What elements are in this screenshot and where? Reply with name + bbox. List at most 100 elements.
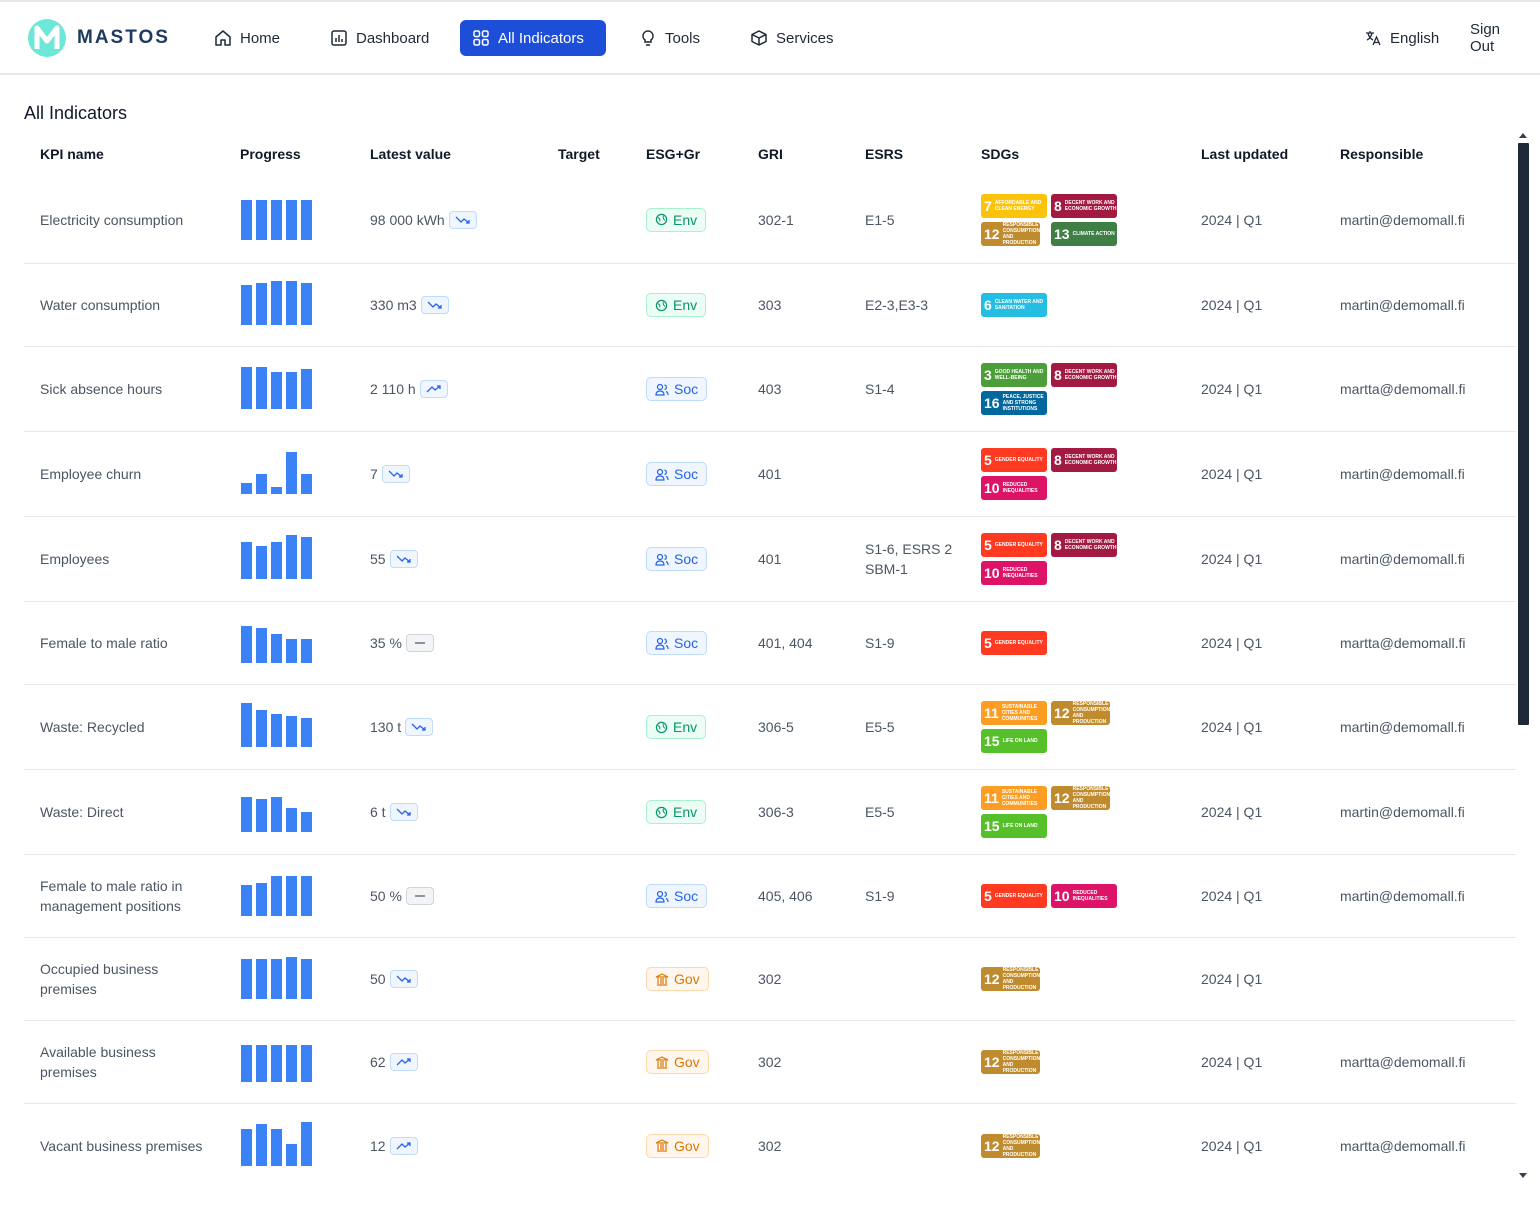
- progress-cell: [241, 264, 312, 346]
- sdg-title: RESPONSIBLE CONSUMPTION AND PRODUCTION: [1002, 1050, 1040, 1074]
- sdg-8-badge: 8 DECENT WORK AND ECONOMIC GROWTH: [1051, 533, 1117, 557]
- sdg-number: 8: [1054, 197, 1062, 214]
- sdg-number: 5: [984, 635, 992, 651]
- trend-badge: [405, 887, 434, 905]
- sdg-number: 11: [984, 790, 999, 806]
- sdg-title: DECENT WORK AND ECONOMIC GROWTH: [1064, 539, 1117, 551]
- kpi-name[interactable]: Available business premises: [40, 1044, 156, 1080]
- trend-badge: [448, 210, 477, 229]
- table-row[interactable]: Female to male ratio 35 % Soc 401, 404 S1-9 5…: [24, 602, 1516, 685]
- nav-tools[interactable]: Tools: [627, 20, 712, 56]
- sdg-number: 10: [984, 565, 1000, 581]
- kpi-name[interactable]: Electricity consumption: [40, 211, 184, 228]
- responsible-email[interactable]: martin@demomall.fi: [1340, 804, 1465, 820]
- progress-bar: [241, 885, 252, 916]
- responsible-email[interactable]: martin@demomall.fi: [1340, 888, 1465, 904]
- language-selector[interactable]: English: [1352, 20, 1451, 56]
- kpi-name[interactable]: Occupied business premises: [40, 961, 159, 997]
- nav-all-indicators[interactable]: All Indicators: [460, 20, 606, 56]
- top-navbar: MASTOS Home Dashboard All Indicators Too…: [0, 2, 1540, 75]
- progress-bar: [256, 283, 267, 325]
- responsible-email[interactable]: martta@demomall.fi: [1340, 381, 1466, 397]
- sdg-number: 5: [984, 452, 992, 468]
- table-row[interactable]: Sick absence hours 2 110 h Soc 403 S1-4 3 GOOD…: [24, 347, 1516, 432]
- scroll-up-icon[interactable]: [1519, 133, 1527, 138]
- progress-bar: [271, 542, 282, 579]
- progress-bar: [286, 452, 297, 494]
- responsible-email[interactable]: martta@demomall.fi: [1340, 1137, 1466, 1154]
- kpi-name[interactable]: Waste: Direct: [40, 804, 124, 820]
- header-latest-value[interactable]: Latest value: [370, 146, 451, 162]
- progress-sparkbars: [241, 281, 312, 325]
- trend-down-icon: [411, 723, 426, 731]
- responsible-email[interactable]: martta@demomall.fi: [1340, 1054, 1466, 1070]
- sdg-3-badge: 3 GOOD HEALTH AND WELL-BEING: [981, 363, 1047, 387]
- logo-icon: [28, 19, 66, 57]
- sign-out-button[interactable]: Sign Out: [1458, 20, 1540, 56]
- kpi-name[interactable]: Waste: Recycled: [40, 719, 145, 735]
- header-responsible[interactable]: Responsible: [1340, 146, 1424, 162]
- progress-bar: [256, 1045, 267, 1082]
- scrollbar-thumb[interactable]: [1518, 143, 1529, 725]
- kpi-name[interactable]: Female to male ratio in management posit…: [40, 878, 183, 914]
- sdg-number: 5: [984, 888, 992, 904]
- progress-bar: [271, 487, 282, 494]
- sdg-title: RESPONSIBLE CONSUMPTION AND PRODUCTION: [1072, 701, 1110, 725]
- table-row[interactable]: Water consumption 330 m3 Env 303 E2-3,E3-3 6 C…: [24, 264, 1516, 347]
- progress-bar: [241, 285, 252, 325]
- table-row[interactable]: Waste: Direct 6 t Env 306-3 E5-5 11 SUSTAINABL…: [24, 770, 1516, 855]
- bank-icon: [655, 1139, 669, 1152]
- table-row[interactable]: Available business premises 62 Gov 302 12 RES…: [24, 1021, 1516, 1104]
- header-kpi-name[interactable]: KPI name: [40, 146, 104, 162]
- header-sdgs[interactable]: SDGs: [981, 146, 1020, 162]
- progress-bar: [286, 639, 297, 663]
- progress-cell: [241, 1021, 312, 1103]
- nav-home[interactable]: Home: [202, 20, 292, 56]
- nav-dashboard[interactable]: Dashboard: [318, 20, 441, 56]
- table-row[interactable]: Occupied business premises 50 Gov 302 12 RESP…: [24, 938, 1516, 1021]
- last-updated: 2024 | Q1: [1201, 466, 1263, 482]
- responsible-email[interactable]: martta@demomall.fi: [1340, 635, 1466, 651]
- esg-cell: Gov: [646, 1104, 709, 1187]
- sdg-title: DECENT WORK AND ECONOMIC GROWTH: [1064, 454, 1117, 466]
- header-target[interactable]: Target: [558, 146, 600, 162]
- sdgs-cell: 5 GENDER EQUALITY 8 DECENT WORK AND ECONOMI…: [981, 517, 1117, 601]
- header-esg[interactable]: ESG+Gr: [646, 146, 701, 162]
- progress-bar: [286, 808, 297, 832]
- gri-value: 303: [758, 297, 782, 313]
- gri-value: 302: [758, 971, 782, 987]
- kpi-name[interactable]: Sick absence hours: [40, 381, 163, 397]
- responsible-email[interactable]: martin@demomall.fi: [1340, 719, 1465, 735]
- table-row[interactable]: Employees 55 Soc 401 S1-6, ESRS 2 SBM-1 5 GEND…: [24, 517, 1516, 602]
- table-row[interactable]: Waste: Recycled 130 t Env 306-5 E5-5 11 SUSTAI…: [24, 685, 1516, 770]
- esrs-value: [865, 1104, 955, 1187]
- esg-cell: Gov: [646, 1021, 709, 1103]
- table-row[interactable]: Vacant business premises 12 Gov 302 12 RESPON…: [24, 1104, 1516, 1187]
- kpi-name[interactable]: Employees: [40, 551, 110, 567]
- header-last-updated[interactable]: Last updated: [1201, 146, 1289, 162]
- responsible-email[interactable]: martin@demomall.fi: [1340, 297, 1465, 313]
- kpi-name[interactable]: Employee churn: [40, 466, 142, 482]
- kpi-name[interactable]: Vacant business premises: [40, 1137, 203, 1154]
- responsible-email[interactable]: martin@demomall.fi: [1340, 466, 1465, 482]
- header-gri[interactable]: GRI: [758, 146, 783, 162]
- nav-services[interactable]: Services: [738, 20, 846, 56]
- kpi-name[interactable]: Water consumption: [40, 297, 161, 313]
- responsible-email[interactable]: martin@demomall.fi: [1340, 211, 1465, 228]
- progress-bar: [256, 959, 267, 999]
- header-esrs[interactable]: ESRS: [865, 146, 904, 162]
- nav-home-label: Home: [240, 29, 281, 47]
- scroll-down-icon[interactable]: [1519, 1173, 1527, 1178]
- sdg-12-badge: 12 RESPONSIBLE CONSUMPTION AND PRODUCTION: [1051, 786, 1110, 810]
- table-row[interactable]: Electricity consumption 98 000 kWh Env 302-…: [24, 176, 1516, 264]
- kpi-name[interactable]: Female to male ratio: [40, 635, 168, 651]
- header-progress[interactable]: Progress: [240, 146, 301, 162]
- responsible-email[interactable]: martin@demomall.fi: [1340, 551, 1465, 567]
- sdg-12-badge: 12 RESPONSIBLE CONSUMPTION AND PRODUCTION: [1051, 701, 1110, 725]
- table-row[interactable]: Employee churn 7 Soc 401 5 GENDER EQUALITY 8 DE…: [24, 432, 1516, 517]
- chart-icon: [331, 30, 347, 46]
- esg-badge: Soc: [646, 462, 708, 486]
- table-row[interactable]: Female to male ratio in management posit…: [24, 855, 1516, 938]
- brand-logo[interactable]: MASTOS: [27, 17, 170, 59]
- sdg-number: 15: [984, 733, 1000, 749]
